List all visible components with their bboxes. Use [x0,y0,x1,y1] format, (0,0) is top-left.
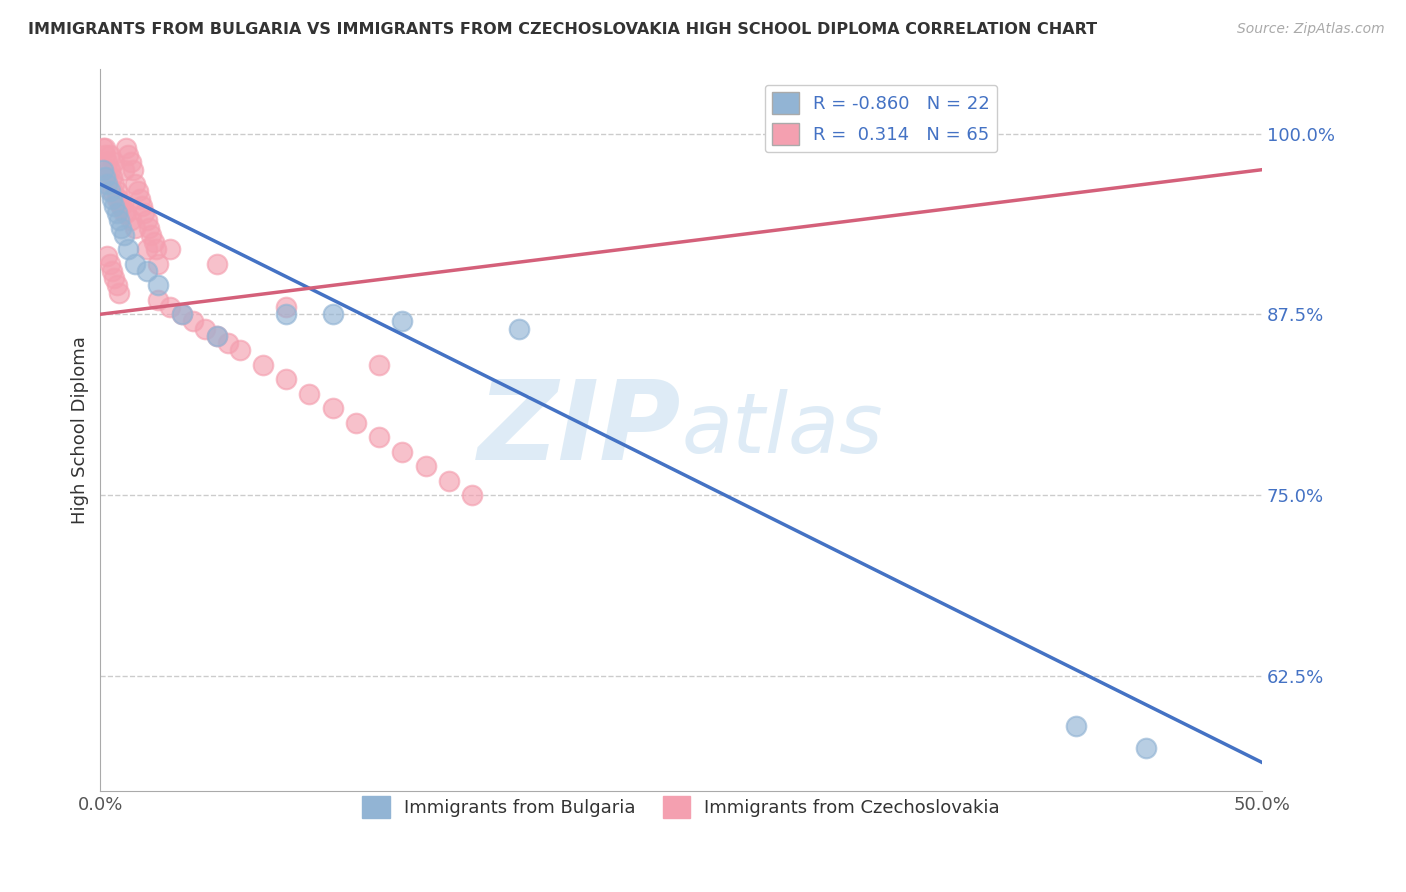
Point [96,155,118,169]
Point [96,249,118,263]
Point [170,307,193,321]
Point [415,458,437,473]
Point [1064,719,1087,733]
Point [461,488,484,502]
Point [205,329,228,343]
Point [131,199,153,213]
Point [141,227,163,242]
Point [437,474,460,488]
Point [276,307,298,321]
Point [110,199,132,213]
Point [96,169,118,184]
Point [368,430,391,444]
Point [128,192,150,206]
Point [148,257,170,271]
Point [103,199,125,213]
Point [229,343,252,358]
Legend: Immigrants from Bulgaria, Immigrants from Czechoslovakia: Immigrants from Bulgaria, Immigrants fro… [356,789,1007,826]
Point [252,358,274,372]
Point [391,314,413,328]
Point [194,322,217,336]
Y-axis label: High School Diploma: High School Diploma [72,336,89,524]
Point [298,386,321,401]
Point [101,169,124,184]
Point [103,271,125,285]
Point [159,300,181,314]
Point [508,322,530,336]
Point [122,162,145,177]
Point [103,155,125,169]
Point [98,148,121,162]
Text: atlas: atlas [681,390,883,470]
Point [205,329,228,343]
Point [127,185,149,199]
Point [112,162,135,177]
Point [148,293,170,307]
Point [96,177,118,191]
Point [344,416,367,430]
Point [94,141,117,155]
Point [103,177,125,191]
Point [110,199,132,213]
Point [98,185,121,199]
Point [217,336,239,351]
Point [105,185,128,199]
Point [205,257,228,271]
Point [135,264,157,278]
Point [142,235,165,249]
Point [120,155,142,169]
Point [148,278,170,293]
Point [98,257,121,271]
Point [391,444,413,458]
Point [91,162,114,177]
Point [124,220,146,235]
Text: Source: ZipAtlas.com: Source: ZipAtlas.com [1237,22,1385,37]
Point [105,278,128,293]
Point [181,314,204,328]
Point [101,264,124,278]
Point [108,192,131,206]
Point [134,206,156,220]
Point [117,148,139,162]
Text: IMMIGRANTS FROM BULGARIA VS IMMIGRANTS FROM CZECHOSLOVAKIA HIGH SCHOOL DIPLOMA C: IMMIGRANTS FROM BULGARIA VS IMMIGRANTS F… [28,22,1097,37]
Point [322,307,344,321]
Point [135,242,157,256]
Point [322,401,344,416]
Point [91,141,114,155]
Point [124,177,146,191]
Point [108,213,131,227]
Point [112,227,135,242]
Point [170,307,193,321]
Point [105,206,128,220]
Point [117,242,139,256]
Point [101,192,124,206]
Point [112,206,135,220]
Text: ZIP: ZIP [478,376,681,483]
Point [94,169,117,184]
Point [108,285,131,300]
Point [368,358,391,372]
Point [115,206,138,220]
Point [1135,740,1157,755]
Point [94,148,117,162]
Point [98,162,121,177]
Point [138,220,160,235]
Point [145,242,167,256]
Point [276,372,298,386]
Point [110,220,132,235]
Point [120,213,142,227]
Point [124,257,146,271]
Point [101,185,124,199]
Point [135,213,157,227]
Point [276,300,298,314]
Point [115,141,138,155]
Point [105,192,128,206]
Point [159,242,181,256]
